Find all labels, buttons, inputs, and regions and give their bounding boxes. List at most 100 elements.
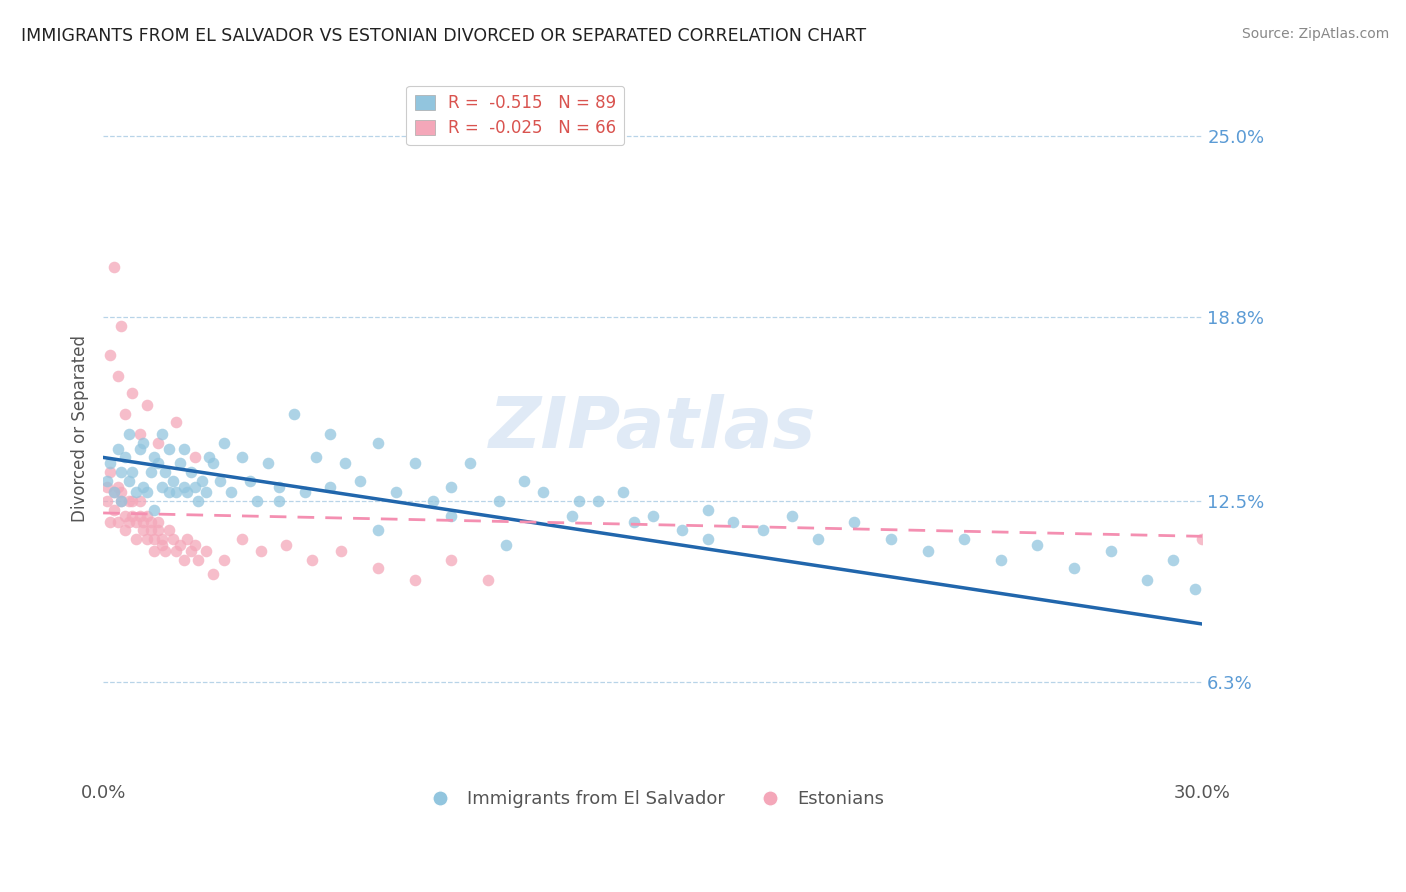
Point [385, 485, 408, 500]
Point [209, 474, 232, 488]
Point [107, 442, 129, 456]
Point [173, 552, 195, 566]
Point [103, 260, 125, 275]
Point [118, 427, 141, 442]
Point [477, 573, 499, 587]
Point [1184, 582, 1206, 596]
Point [440, 552, 463, 566]
Point [176, 533, 198, 547]
Point [568, 494, 591, 508]
Point [180, 544, 202, 558]
Point [121, 465, 143, 479]
Point [128, 494, 150, 508]
Point [103, 485, 125, 500]
Point [422, 494, 444, 508]
Point [513, 474, 536, 488]
Point [162, 474, 184, 488]
Point [751, 524, 773, 538]
Point [231, 533, 253, 547]
Point [136, 533, 159, 547]
Point [198, 450, 221, 465]
Point [118, 474, 141, 488]
Point [1191, 533, 1213, 547]
Point [276, 538, 298, 552]
Point [257, 456, 280, 470]
Point [187, 494, 209, 508]
Point [139, 515, 162, 529]
Point [267, 480, 290, 494]
Point [304, 450, 326, 465]
Point [100, 515, 122, 529]
Point [100, 348, 122, 362]
Point [103, 485, 125, 500]
Point [1099, 544, 1122, 558]
Point [671, 524, 693, 538]
Point [283, 407, 305, 421]
Y-axis label: Divorced or Separated: Divorced or Separated [72, 334, 89, 522]
Point [249, 544, 271, 558]
Point [157, 442, 180, 456]
Point [495, 538, 517, 552]
Point [114, 450, 136, 465]
Point [880, 533, 903, 547]
Point [96, 474, 118, 488]
Point [146, 435, 169, 450]
Point [132, 524, 155, 538]
Point [121, 494, 143, 508]
Point [1063, 561, 1085, 575]
Point [246, 494, 269, 508]
Point [953, 533, 976, 547]
Point [917, 544, 939, 558]
Point [114, 508, 136, 523]
Point [641, 508, 664, 523]
Point [165, 485, 187, 500]
Point [169, 538, 191, 552]
Point [143, 503, 166, 517]
Point [132, 515, 155, 529]
Point [1136, 573, 1159, 587]
Point [146, 456, 169, 470]
Point [367, 524, 389, 538]
Point [194, 544, 217, 558]
Point [623, 515, 645, 529]
Point [367, 435, 389, 450]
Point [132, 480, 155, 494]
Point [110, 494, 132, 508]
Point [128, 427, 150, 442]
Point [150, 427, 173, 442]
Point [807, 533, 830, 547]
Point [128, 442, 150, 456]
Point [561, 508, 583, 523]
Point [221, 485, 243, 500]
Point [586, 494, 609, 508]
Point [107, 515, 129, 529]
Point [294, 485, 316, 500]
Text: ZIPatlas: ZIPatlas [489, 393, 817, 463]
Point [136, 398, 159, 412]
Point [165, 544, 187, 558]
Point [319, 480, 342, 494]
Point [157, 485, 180, 500]
Point [103, 503, 125, 517]
Point [118, 515, 141, 529]
Point [107, 368, 129, 383]
Point [349, 474, 371, 488]
Point [118, 494, 141, 508]
Point [990, 552, 1012, 566]
Point [162, 533, 184, 547]
Point [136, 508, 159, 523]
Point [231, 450, 253, 465]
Point [143, 544, 166, 558]
Point [100, 456, 122, 470]
Point [488, 494, 510, 508]
Point [173, 480, 195, 494]
Point [212, 552, 235, 566]
Point [132, 435, 155, 450]
Point [173, 442, 195, 456]
Point [146, 524, 169, 538]
Point [612, 485, 634, 500]
Point [267, 494, 290, 508]
Point [239, 474, 262, 488]
Point [155, 465, 177, 479]
Point [155, 544, 177, 558]
